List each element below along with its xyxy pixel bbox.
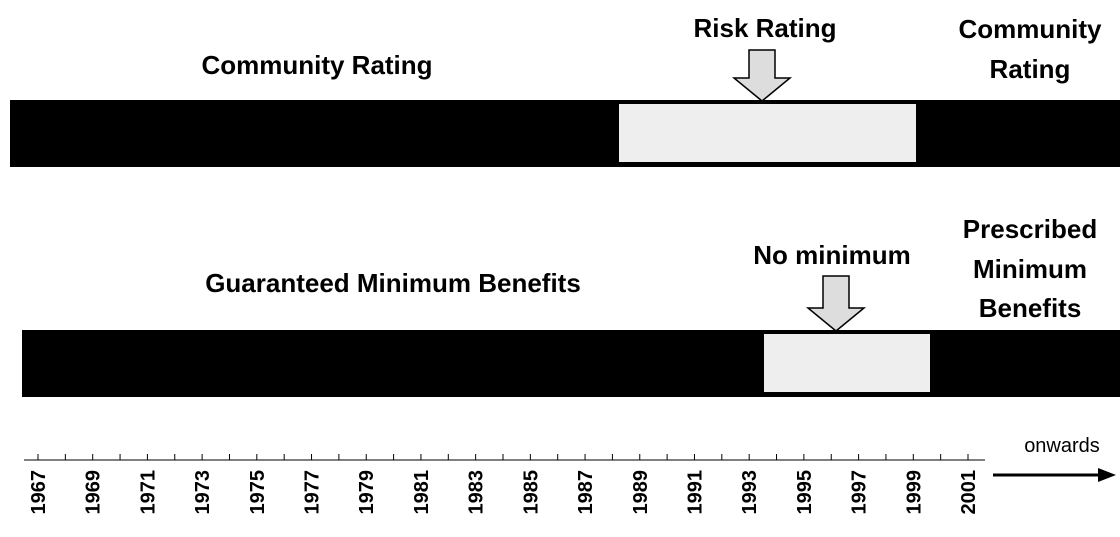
year-label: 1995 [794,470,816,515]
year-label: 1979 [356,470,378,515]
period-bar [22,330,1120,397]
end-label: Prescribed [963,214,1097,244]
year-label: 1983 [466,470,488,514]
year-label: 1971 [137,470,159,515]
onwards-label: onwards [1024,435,1100,457]
end-label: Community [959,14,1103,44]
year-label: 2001 [958,470,980,515]
down-arrow [805,275,867,332]
end-label: Benefits [979,293,1082,323]
year-label: 1999 [903,470,925,515]
highlight-box [764,334,930,392]
year-label: 1973 [192,470,214,515]
row-label: Guaranteed Minimum Benefits [205,268,581,298]
year-label: 1967 [28,470,50,515]
year-label: 1989 [630,470,652,515]
year-label: 1975 [247,470,269,515]
end-label: Minimum [973,254,1087,284]
year-label: 1991 [684,470,706,515]
end-label: Rating [990,54,1071,84]
year-label: 1987 [575,470,597,515]
year-label: 1977 [302,470,324,515]
row-label: Community Rating [201,50,432,80]
down-arrow [731,49,793,102]
year-label: 1969 [83,470,105,515]
timeline-axis: 1967 1969 1971 1973 1975 1977 1979 1981 1983 1985… [24,454,985,515]
highlight-label: Risk Rating [693,13,836,43]
year-label: 1993 [739,470,761,515]
year-label: 1981 [411,470,433,515]
year-label: 1985 [520,470,542,515]
highlight-box [619,104,916,162]
onwards-arrowhead [1098,468,1116,482]
year-label: 1997 [849,470,871,515]
period-bar [10,100,1120,167]
highlight-label: No minimum [753,240,910,270]
